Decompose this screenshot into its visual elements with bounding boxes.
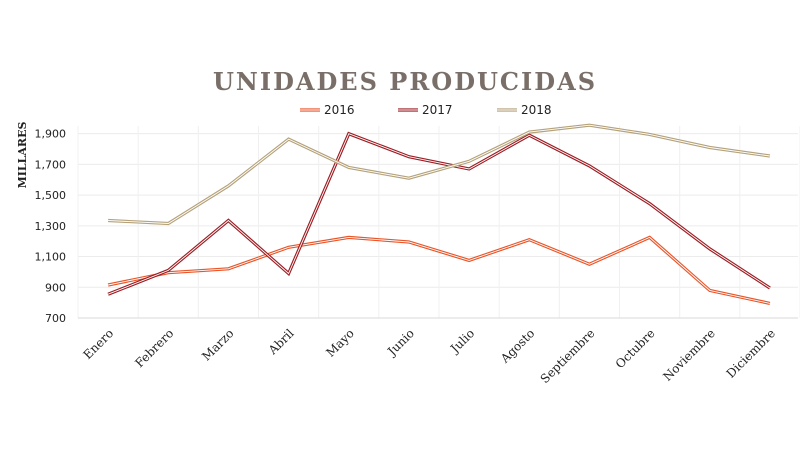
y-tick-label: 1,500 [35,189,67,202]
series-line-inner-2017 [107,133,771,295]
series-line-inner-2018 [108,124,770,224]
y-tick-label: 1,900 [35,128,67,141]
series-lines [107,123,771,305]
legend-label-2017: 2017 [422,103,453,117]
y-tick-label: 1,100 [35,251,67,264]
x-tick-label: Noviembre [660,326,718,384]
y-tick-label: 900 [45,281,66,294]
x-tick-label: Marzo [199,326,236,363]
x-tick-label: Mayo [323,326,357,360]
legend-label-2018: 2018 [521,103,552,117]
y-tick-label: 1,300 [35,220,67,233]
x-tick-label: Diciembre [724,326,778,380]
legend-label-2016: 2016 [324,103,355,117]
x-tick-label: Septiembre [538,326,598,386]
x-tick-label: Junio [384,326,417,359]
x-tick-label: Octubre [613,326,658,371]
y-tick-label: 700 [45,312,66,325]
series-line-inner-2016 [108,236,770,304]
x-tick-label: Julio [446,326,477,357]
grid [77,126,800,319]
y-tick-label: 1,700 [35,158,67,171]
y-axis-label: MILLARES [16,122,29,189]
x-axis-ticks: Enero Febrero Marzo Abril Mayo Junio Julio Agos… [80,326,778,386]
y-axis-ticks: 700 900 1,100 1,300 1,500 1,700 1,900 [35,128,67,325]
legend: 2016 2017 2018 [300,103,552,117]
chart-title: UNIDADES PRODUCIDAS [213,67,597,96]
x-tick-label: Enero [80,326,116,362]
x-tick-label: Agosto [497,326,537,366]
x-tick-label: Febrero [132,326,176,370]
x-tick-label: Abril [265,326,297,358]
